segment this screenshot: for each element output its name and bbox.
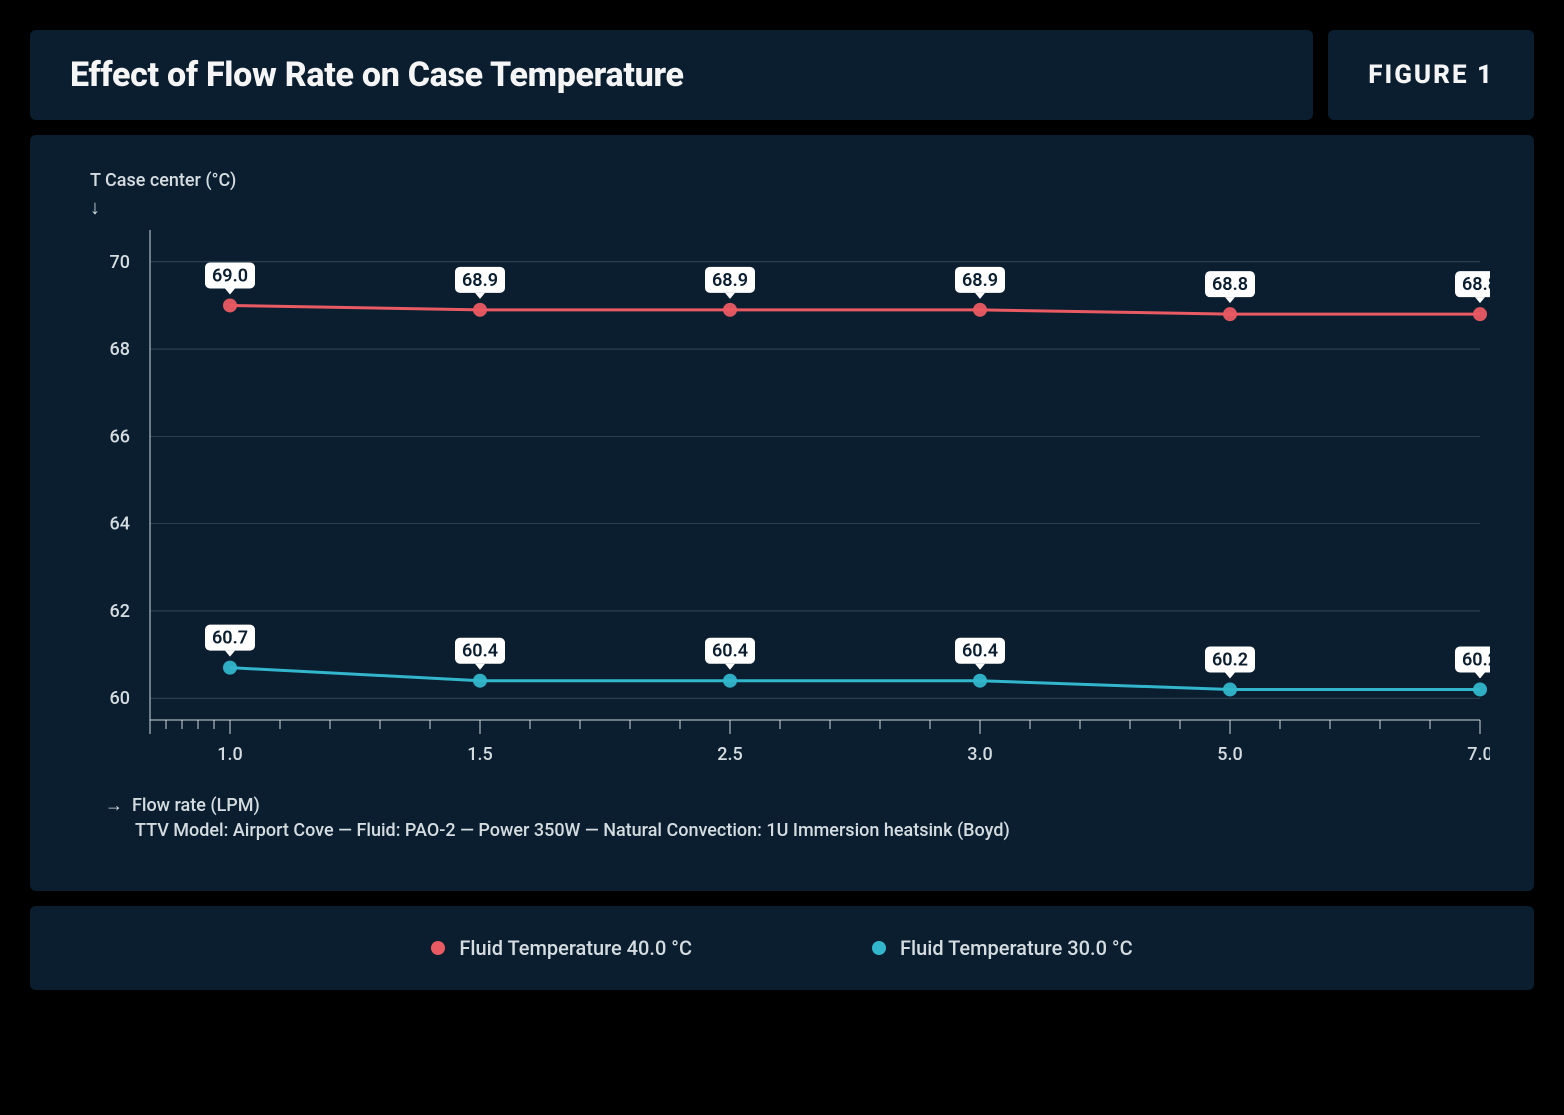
data-marker [223, 298, 237, 312]
data-label-text: 68.9 [962, 270, 998, 291]
y-tick-label: 64 [110, 514, 130, 535]
data-marker [973, 303, 987, 317]
y-tick-label: 68 [110, 339, 130, 360]
data-label-pointer [225, 651, 235, 657]
chart-title: Effect of Flow Rate on Case Temperature [70, 55, 1273, 95]
data-label-text: 68.9 [462, 270, 498, 291]
data-label-text: 69.0 [212, 265, 248, 286]
data-label-text: 60.7 [212, 628, 248, 649]
data-marker [1473, 307, 1487, 321]
header-row: Effect of Flow Rate on Case Temperature … [30, 30, 1534, 120]
x-tick-label: 1.5 [467, 744, 492, 765]
y-axis-label: T Case center (°C) [90, 170, 1494, 191]
x-tick-label: 7.0 [1467, 744, 1490, 765]
y-tick-label: 70 [110, 252, 130, 273]
data-marker [973, 674, 987, 688]
data-label-text: 68.8 [1462, 274, 1490, 295]
data-label-pointer [475, 664, 485, 670]
line-chart-plot: 60 62 64 66 68 70 1.0 1.5 2.5 3.0 5.0 7.0 69.0 68.9 68… [70, 220, 1494, 775]
data-label-text: 68.9 [712, 270, 748, 291]
chart-legend: Fluid Temperature 40.0 °C Fluid Temperatu… [30, 906, 1534, 990]
data-label-pointer [725, 664, 735, 670]
series-line [230, 668, 1480, 690]
data-marker [723, 303, 737, 317]
data-label-text: 60.2 [1212, 649, 1248, 670]
x-tick-label: 1.0 [217, 744, 242, 765]
legend-marker-icon [431, 941, 445, 955]
down-arrow-icon: ↓ [90, 195, 1494, 220]
data-label-text: 60.4 [462, 641, 498, 662]
data-label-pointer [1225, 672, 1235, 678]
data-label-pointer [225, 288, 235, 294]
legend-item: Fluid Temperature 40.0 °C [431, 936, 692, 960]
legend-label: Fluid Temperature 30.0 °C [900, 936, 1133, 960]
chart-svg: 60 62 64 66 68 70 1.0 1.5 2.5 3.0 5.0 7.0 69.0 68.9 68… [70, 220, 1490, 775]
series-line [230, 305, 1480, 314]
data-marker [1223, 307, 1237, 321]
data-label-pointer [975, 664, 985, 670]
data-marker [473, 674, 487, 688]
figure-label: FIGURE 1 [1368, 60, 1494, 90]
page-root: Effect of Flow Rate on Case Temperature … [0, 0, 1564, 1115]
data-marker [1223, 682, 1237, 696]
data-marker [473, 303, 487, 317]
chart-caption: TTV Model: Airport Cove — Fluid: PAO-2 —… [135, 820, 1494, 841]
data-label-pointer [725, 293, 735, 299]
data-label-text: 60.2 [1462, 649, 1490, 670]
data-label-text: 60.4 [712, 641, 748, 662]
data-marker [1473, 682, 1487, 696]
legend-item: Fluid Temperature 30.0 °C [872, 936, 1133, 960]
data-label-pointer [475, 293, 485, 299]
legend-label: Fluid Temperature 40.0 °C [459, 936, 692, 960]
x-axis-label: → Flow rate (LPM) [105, 795, 1494, 816]
data-label-pointer [975, 293, 985, 299]
y-tick-label: 66 [110, 426, 130, 447]
data-marker [223, 661, 237, 675]
data-label-text: 68.8 [1212, 274, 1248, 295]
figure-label-panel: FIGURE 1 [1328, 30, 1534, 120]
legend-marker-icon [872, 941, 886, 955]
y-tick-label: 60 [110, 688, 130, 709]
data-label-pointer [1225, 297, 1235, 303]
data-marker [723, 674, 737, 688]
data-label-pointer [1475, 672, 1485, 678]
x-tick-label: 5.0 [1217, 744, 1242, 765]
data-label-text: 60.4 [962, 641, 998, 662]
right-arrow-icon: → [105, 795, 132, 816]
data-label-pointer [1475, 297, 1485, 303]
x-tick-label: 3.0 [967, 744, 992, 765]
chart-panel: T Case center (°C) ↓ 60 62 64 66 68 70 1.0 1.5 2… [30, 135, 1534, 891]
x-tick-label: 2.5 [717, 744, 742, 765]
chart-title-panel: Effect of Flow Rate on Case Temperature [30, 30, 1313, 120]
y-tick-label: 62 [110, 601, 130, 622]
